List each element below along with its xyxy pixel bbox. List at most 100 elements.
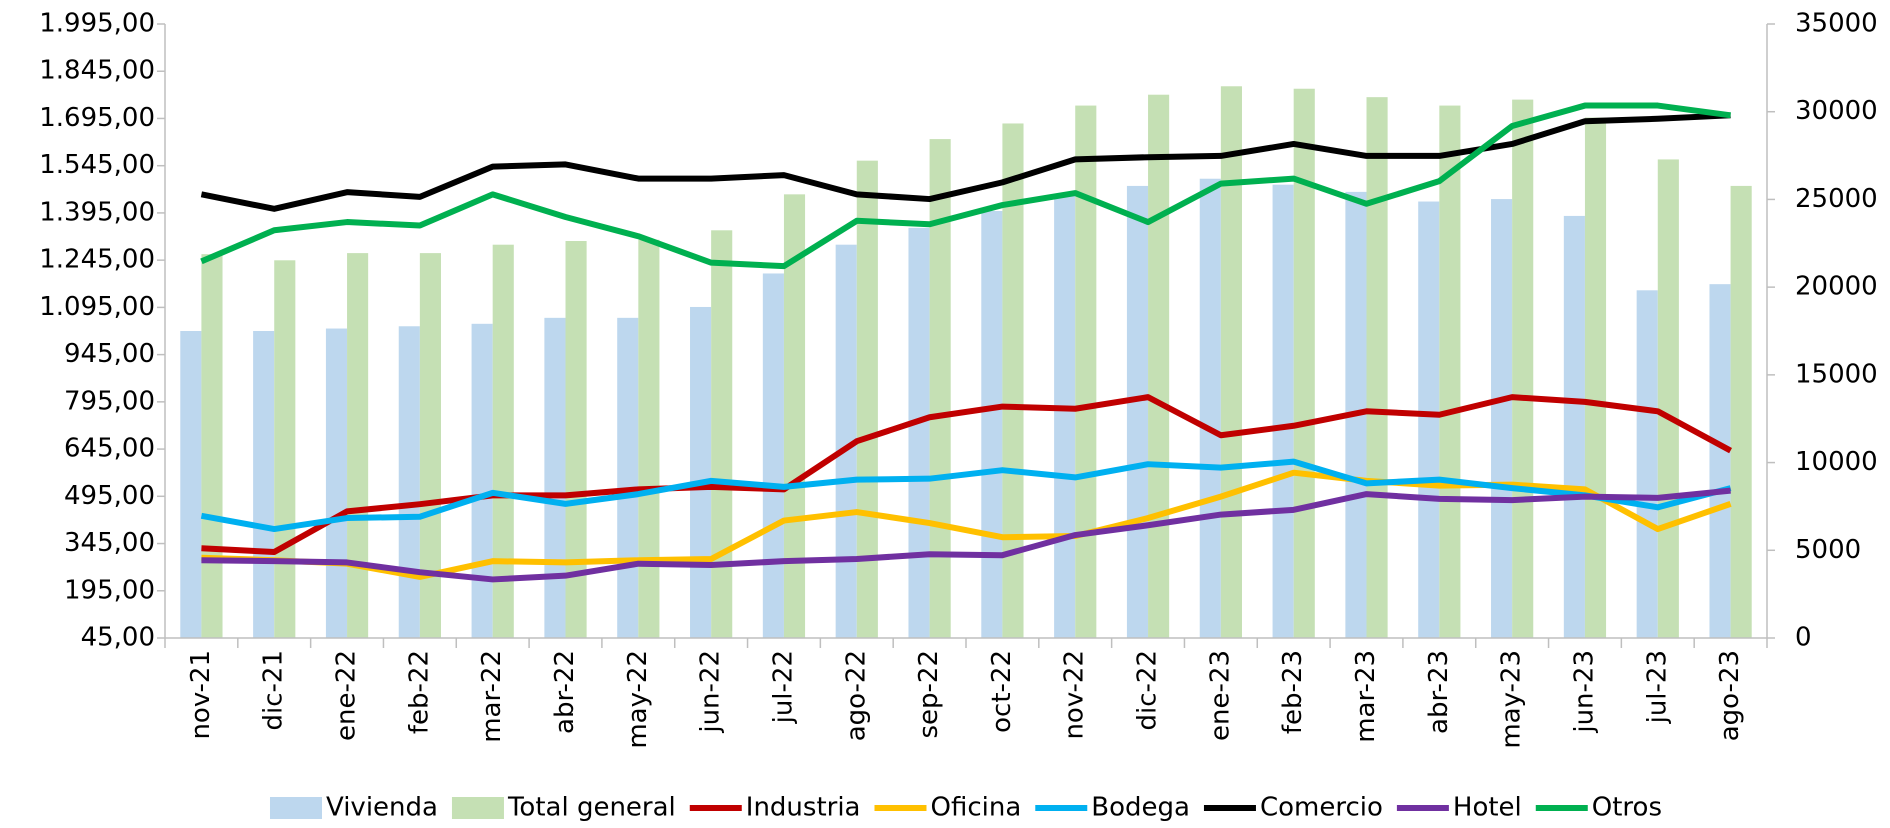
- bar: [1512, 99, 1534, 638]
- bar: [617, 317, 639, 638]
- bar: [1199, 178, 1221, 638]
- x-tick-label: may-23: [1497, 650, 1527, 749]
- x-tick-label: sep-22: [914, 650, 944, 739]
- x-tick-label: jul-22: [768, 650, 798, 724]
- y-tick-label: 945,00: [64, 339, 155, 369]
- axes: 45,00 195,00 345,00 495,00 645,00 795,00 945,0…: [39, 9, 1878, 749]
- x-tick-label: jun-22: [696, 650, 726, 734]
- bar: [253, 331, 275, 638]
- bar: [1220, 86, 1242, 638]
- legend-label: Industria: [746, 793, 861, 823]
- y-tick-label: 495,00: [64, 481, 155, 511]
- y-tick-label: 1.245,00: [39, 245, 155, 275]
- line: [200, 112, 1731, 212]
- bar: [856, 160, 878, 638]
- bar: [471, 323, 493, 638]
- bar: [762, 273, 784, 638]
- bar: [1075, 105, 1097, 639]
- legend-swatch: [269, 797, 322, 819]
- y2-tick-label: 10000: [1795, 447, 1878, 477]
- y-tick-label: 195,00: [64, 575, 155, 605]
- x-tick-label: jun-23: [1569, 650, 1599, 734]
- bar: [274, 260, 296, 638]
- bar: [1439, 105, 1461, 639]
- bar: [544, 317, 566, 638]
- bar: [711, 230, 733, 638]
- y-tick-label: 1.545,00: [39, 150, 155, 180]
- y2-tick-label: 5000: [1795, 535, 1861, 565]
- bar: [981, 211, 1003, 639]
- x-tick-label: oct-22: [987, 650, 1017, 733]
- bar: [1366, 97, 1388, 639]
- x-tick-label: ago-22: [841, 650, 871, 741]
- y2-tick-label: 20000: [1795, 272, 1878, 302]
- line: [201, 394, 1733, 556]
- bar: [492, 244, 514, 638]
- bar: [638, 239, 660, 638]
- bar: [1148, 94, 1170, 639]
- bar: [419, 253, 441, 638]
- x-tick-label: abr-22: [550, 650, 580, 734]
- bar: [398, 326, 420, 638]
- x-tick-label: nov-22: [1060, 650, 1090, 740]
- y2-tick-label: 15000: [1795, 359, 1878, 389]
- legend-label: Vivienda: [326, 793, 438, 823]
- x-tick-label: ago-23: [1715, 650, 1745, 741]
- bar: [1636, 290, 1658, 638]
- x-tick-label: dic-22: [1133, 650, 1163, 731]
- y-tick-label: 45,00: [81, 623, 155, 653]
- bar: [1709, 284, 1731, 638]
- x-tick-label: mar-23: [1351, 650, 1381, 743]
- bar: [1563, 215, 1585, 638]
- y-tick-label: 1.695,00: [39, 103, 155, 133]
- legend-label: Comercio: [1260, 793, 1383, 823]
- bar: [1491, 199, 1513, 639]
- bar: [929, 139, 951, 638]
- y-tick-label: 1.995,00: [39, 9, 155, 39]
- bar: [565, 241, 587, 639]
- bar: [1730, 185, 1752, 638]
- line: [201, 487, 1731, 583]
- bar: [690, 306, 712, 638]
- legend-swatch: [451, 797, 504, 819]
- bar: [180, 331, 202, 638]
- bar: [201, 254, 223, 638]
- legend: Vivienda Total general Industria Oficina Bod…: [269, 793, 1662, 823]
- y-tick-label: 795,00: [64, 386, 155, 416]
- y-tick-label: 1.845,00: [39, 56, 155, 86]
- bar: [1584, 117, 1607, 639]
- bar: [1126, 185, 1149, 638]
- bar: [325, 328, 348, 638]
- legend-label: Bodega: [1091, 793, 1190, 823]
- x-tick-label: mar-22: [477, 650, 507, 743]
- bar: [347, 253, 369, 638]
- legend-label: Hotel: [1453, 793, 1522, 823]
- bar: [835, 244, 857, 638]
- legend-label: Otros: [1592, 793, 1662, 823]
- line: [200, 102, 1731, 270]
- x-tick-label: abr-23: [1424, 650, 1454, 734]
- x-tick-label: nov-21: [186, 650, 216, 740]
- y2-tick-label: 30000: [1795, 96, 1878, 126]
- y2-tick-label: 35000: [1795, 9, 1878, 39]
- y2-tick-label: 0: [1795, 623, 1812, 653]
- x-tick-label: may-22: [623, 650, 653, 749]
- x-tick-label: feb-22: [404, 650, 434, 734]
- legend-label: Oficina: [930, 793, 1021, 823]
- x-tick-label: ene-22: [332, 650, 362, 741]
- lines: [200, 102, 1733, 583]
- y-tick-label: 1.395,00: [39, 197, 155, 227]
- y2-tick-label: 25000: [1795, 184, 1878, 214]
- y-tick-label: 345,00: [64, 528, 155, 558]
- bar: [1293, 88, 1315, 638]
- x-tick-label: jul-23: [1642, 650, 1672, 724]
- y-tick-label: 645,00: [64, 434, 155, 464]
- y-tick-label: 1.095,00: [39, 292, 155, 322]
- x-tick-label: dic-21: [259, 650, 289, 731]
- bar: [1002, 123, 1024, 638]
- bar: [1418, 201, 1440, 639]
- legend-label: Total general: [507, 793, 676, 823]
- line: [200, 458, 1732, 533]
- bar: [783, 194, 806, 639]
